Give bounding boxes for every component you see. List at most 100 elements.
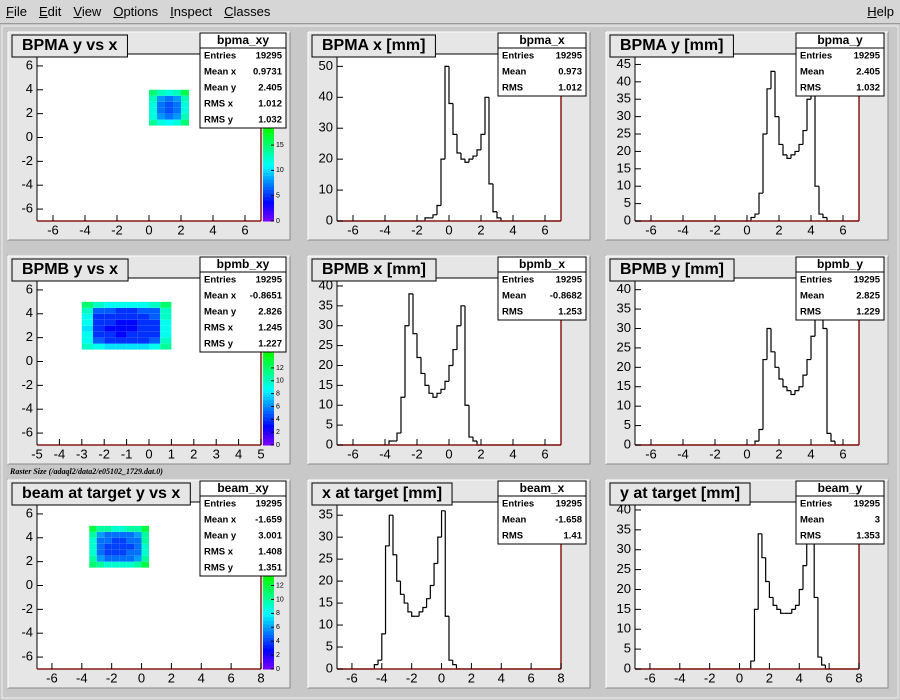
histogram-bin [422, 606, 427, 612]
heatmap-cell [141, 525, 149, 532]
x-tick-label: 0 [445, 446, 452, 461]
y-tick-label: 35 [617, 521, 631, 536]
stats-value: 1.032 [258, 115, 282, 126]
y-tick-label: -2 [21, 601, 33, 616]
x-tick-label: -6 [346, 670, 358, 685]
palette-segment [263, 399, 274, 404]
y-tick-label: 10 [617, 621, 631, 636]
histogram-bin [790, 390, 795, 396]
palette-segment [263, 140, 274, 145]
x-tick-label: 4 [198, 670, 205, 685]
heatmap-cell [149, 119, 157, 126]
histogram-bin [440, 388, 445, 394]
x-tick-label: -2 [411, 222, 423, 237]
heatmap-cell [119, 543, 127, 550]
palette-segment [263, 658, 274, 663]
heatmap-cell [111, 549, 120, 556]
y-tick-label: 10 [319, 182, 333, 197]
menu-item[interactable]: Classes [224, 4, 271, 19]
y-tick-label: 0 [326, 660, 333, 675]
stats-value: 1.229 [856, 307, 880, 318]
heatmap-cell [165, 119, 173, 126]
palette-segment [263, 172, 274, 177]
heatmap-cell [137, 337, 149, 344]
palette-segment [263, 196, 274, 201]
stats-label: Mean [502, 515, 526, 526]
title-box [11, 34, 128, 58]
histogram-bin [381, 633, 386, 661]
chart-title: y at target [mm] [620, 485, 740, 502]
x-tick-label: 2 [766, 670, 773, 685]
menu-item[interactable]: View [73, 4, 102, 19]
palette-segment [263, 595, 274, 600]
x-tick-label: 0 [743, 222, 750, 237]
palette-segment [263, 620, 274, 625]
heatmap-cell [93, 307, 105, 314]
stats-name: beam_xy [217, 481, 269, 495]
menu-item[interactable]: Options [113, 4, 159, 19]
palette-segment [263, 154, 274, 159]
histogram-bin [762, 133, 767, 194]
histogram-bin [802, 565, 807, 590]
x-tick-label: -4 [79, 222, 91, 237]
heatmap-cell [126, 337, 138, 344]
palette-segment [263, 207, 274, 212]
x-tick-label: -6 [645, 222, 657, 237]
stats-name: beam_x [520, 481, 565, 495]
x-tick-label: -2 [709, 222, 721, 237]
histogram-bin [456, 134, 461, 154]
histogram-bin [384, 545, 390, 634]
heatmap-cell [96, 543, 105, 550]
histogram-bin [403, 594, 408, 604]
y-tick-label: -6 [21, 201, 33, 216]
y-tick-label: 6 [26, 505, 33, 520]
heatmap-cell [93, 325, 105, 332]
histogram-bin [418, 611, 423, 617]
stats-label: RMS [800, 531, 821, 542]
palette-tick-label: 2 [276, 429, 280, 436]
histogram-bin [786, 154, 791, 159]
x-tick-label: 2 [477, 446, 484, 461]
y-tick-label: 0 [326, 436, 333, 451]
heatmap-cell [104, 555, 112, 562]
menu-item[interactable]: Edit [38, 4, 62, 19]
palette-segment [263, 420, 274, 425]
stats-label: Mean [502, 67, 526, 78]
y-tick-label: -2 [21, 153, 33, 168]
histogram-bin [444, 510, 449, 617]
heatmap-cell [81, 337, 93, 344]
y-tick-label: 20 [617, 359, 631, 374]
stats-value: -1.658 [555, 515, 582, 526]
heatmap-cell [126, 319, 138, 326]
palette-segment [263, 151, 274, 156]
x-tick-label: 2 [190, 446, 197, 461]
y-tick-label: 35 [319, 507, 333, 522]
palette-segment [263, 175, 274, 180]
heatmap-cell [157, 107, 165, 114]
histogram-bin [772, 597, 777, 606]
help-menu[interactable]: Help [867, 4, 894, 19]
x-tick-label: -1 [121, 446, 133, 461]
palette-segment [263, 200, 274, 205]
histogram-bin [392, 515, 397, 556]
palette-tick-label: 4 [276, 416, 280, 423]
palette-segment [263, 588, 274, 593]
heatmap-cell [173, 101, 181, 108]
y-tick-label: -6 [21, 649, 33, 664]
heatmap-cell [160, 343, 172, 350]
stats-value: 19295 [556, 499, 583, 510]
menu-item[interactable]: Inspect [170, 4, 213, 19]
x-tick-label: -4 [54, 446, 66, 461]
x-tick-label: 4 [509, 222, 516, 237]
palette-segment [263, 410, 274, 415]
menu-item[interactable]: File [6, 4, 27, 19]
heatmap-cell [104, 337, 116, 344]
heatmap-cell [104, 549, 112, 556]
heatmap-cell [104, 537, 112, 544]
palette-segment [263, 602, 274, 607]
x-tick-label: 0 [736, 670, 743, 685]
palette-tick-label: 0 [276, 218, 280, 225]
histogram-bin [396, 432, 401, 442]
x-tick-label: -2 [709, 446, 721, 461]
title-box [11, 482, 191, 506]
